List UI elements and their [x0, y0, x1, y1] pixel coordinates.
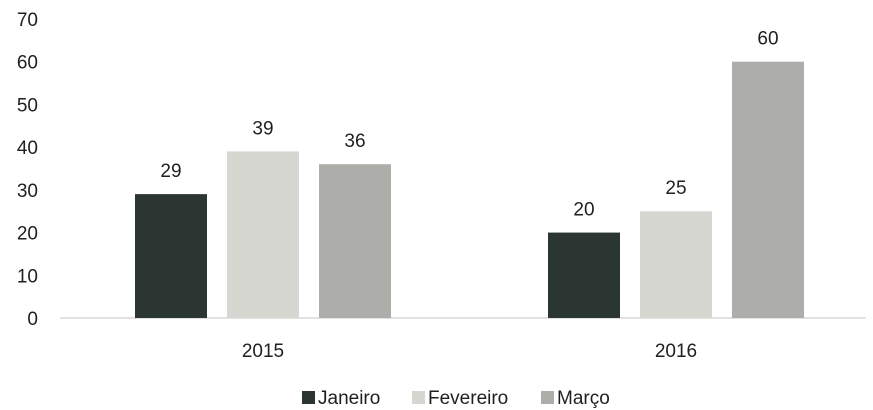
legend-label: Março [557, 388, 610, 409]
legend-swatch [302, 391, 315, 404]
y-tick-label: 30 [17, 181, 38, 202]
data-label: 60 [757, 29, 778, 50]
data-label: 36 [344, 131, 365, 152]
data-label: 29 [160, 161, 181, 182]
y-tick-label: 50 [17, 95, 38, 116]
data-label: 39 [252, 118, 273, 139]
data-label: 25 [665, 178, 686, 199]
y-tick-label: 0 [27, 309, 38, 330]
bar-março-2016 [732, 61, 804, 318]
bar-fevereiro-2016 [640, 211, 712, 318]
y-tick-label: 70 [17, 10, 38, 31]
bar-janeiro-2015 [135, 194, 207, 318]
x-category-label: 2016 [655, 341, 697, 362]
y-tick-label: 40 [17, 138, 38, 159]
data-label: 20 [573, 200, 594, 221]
legend-label: Janeiro [318, 388, 380, 409]
y-tick-label: 60 [17, 53, 38, 74]
bar-janeiro-2016 [548, 232, 620, 318]
x-category-label: 2015 [242, 341, 284, 362]
legend-swatch [412, 391, 425, 404]
y-tick-label: 10 [17, 266, 38, 287]
legend-swatch [541, 391, 554, 404]
bar-fevereiro-2015 [227, 151, 299, 318]
bar-março-2015 [319, 164, 391, 318]
y-tick-label: 20 [17, 224, 38, 245]
legend-label: Fevereiro [428, 388, 508, 409]
